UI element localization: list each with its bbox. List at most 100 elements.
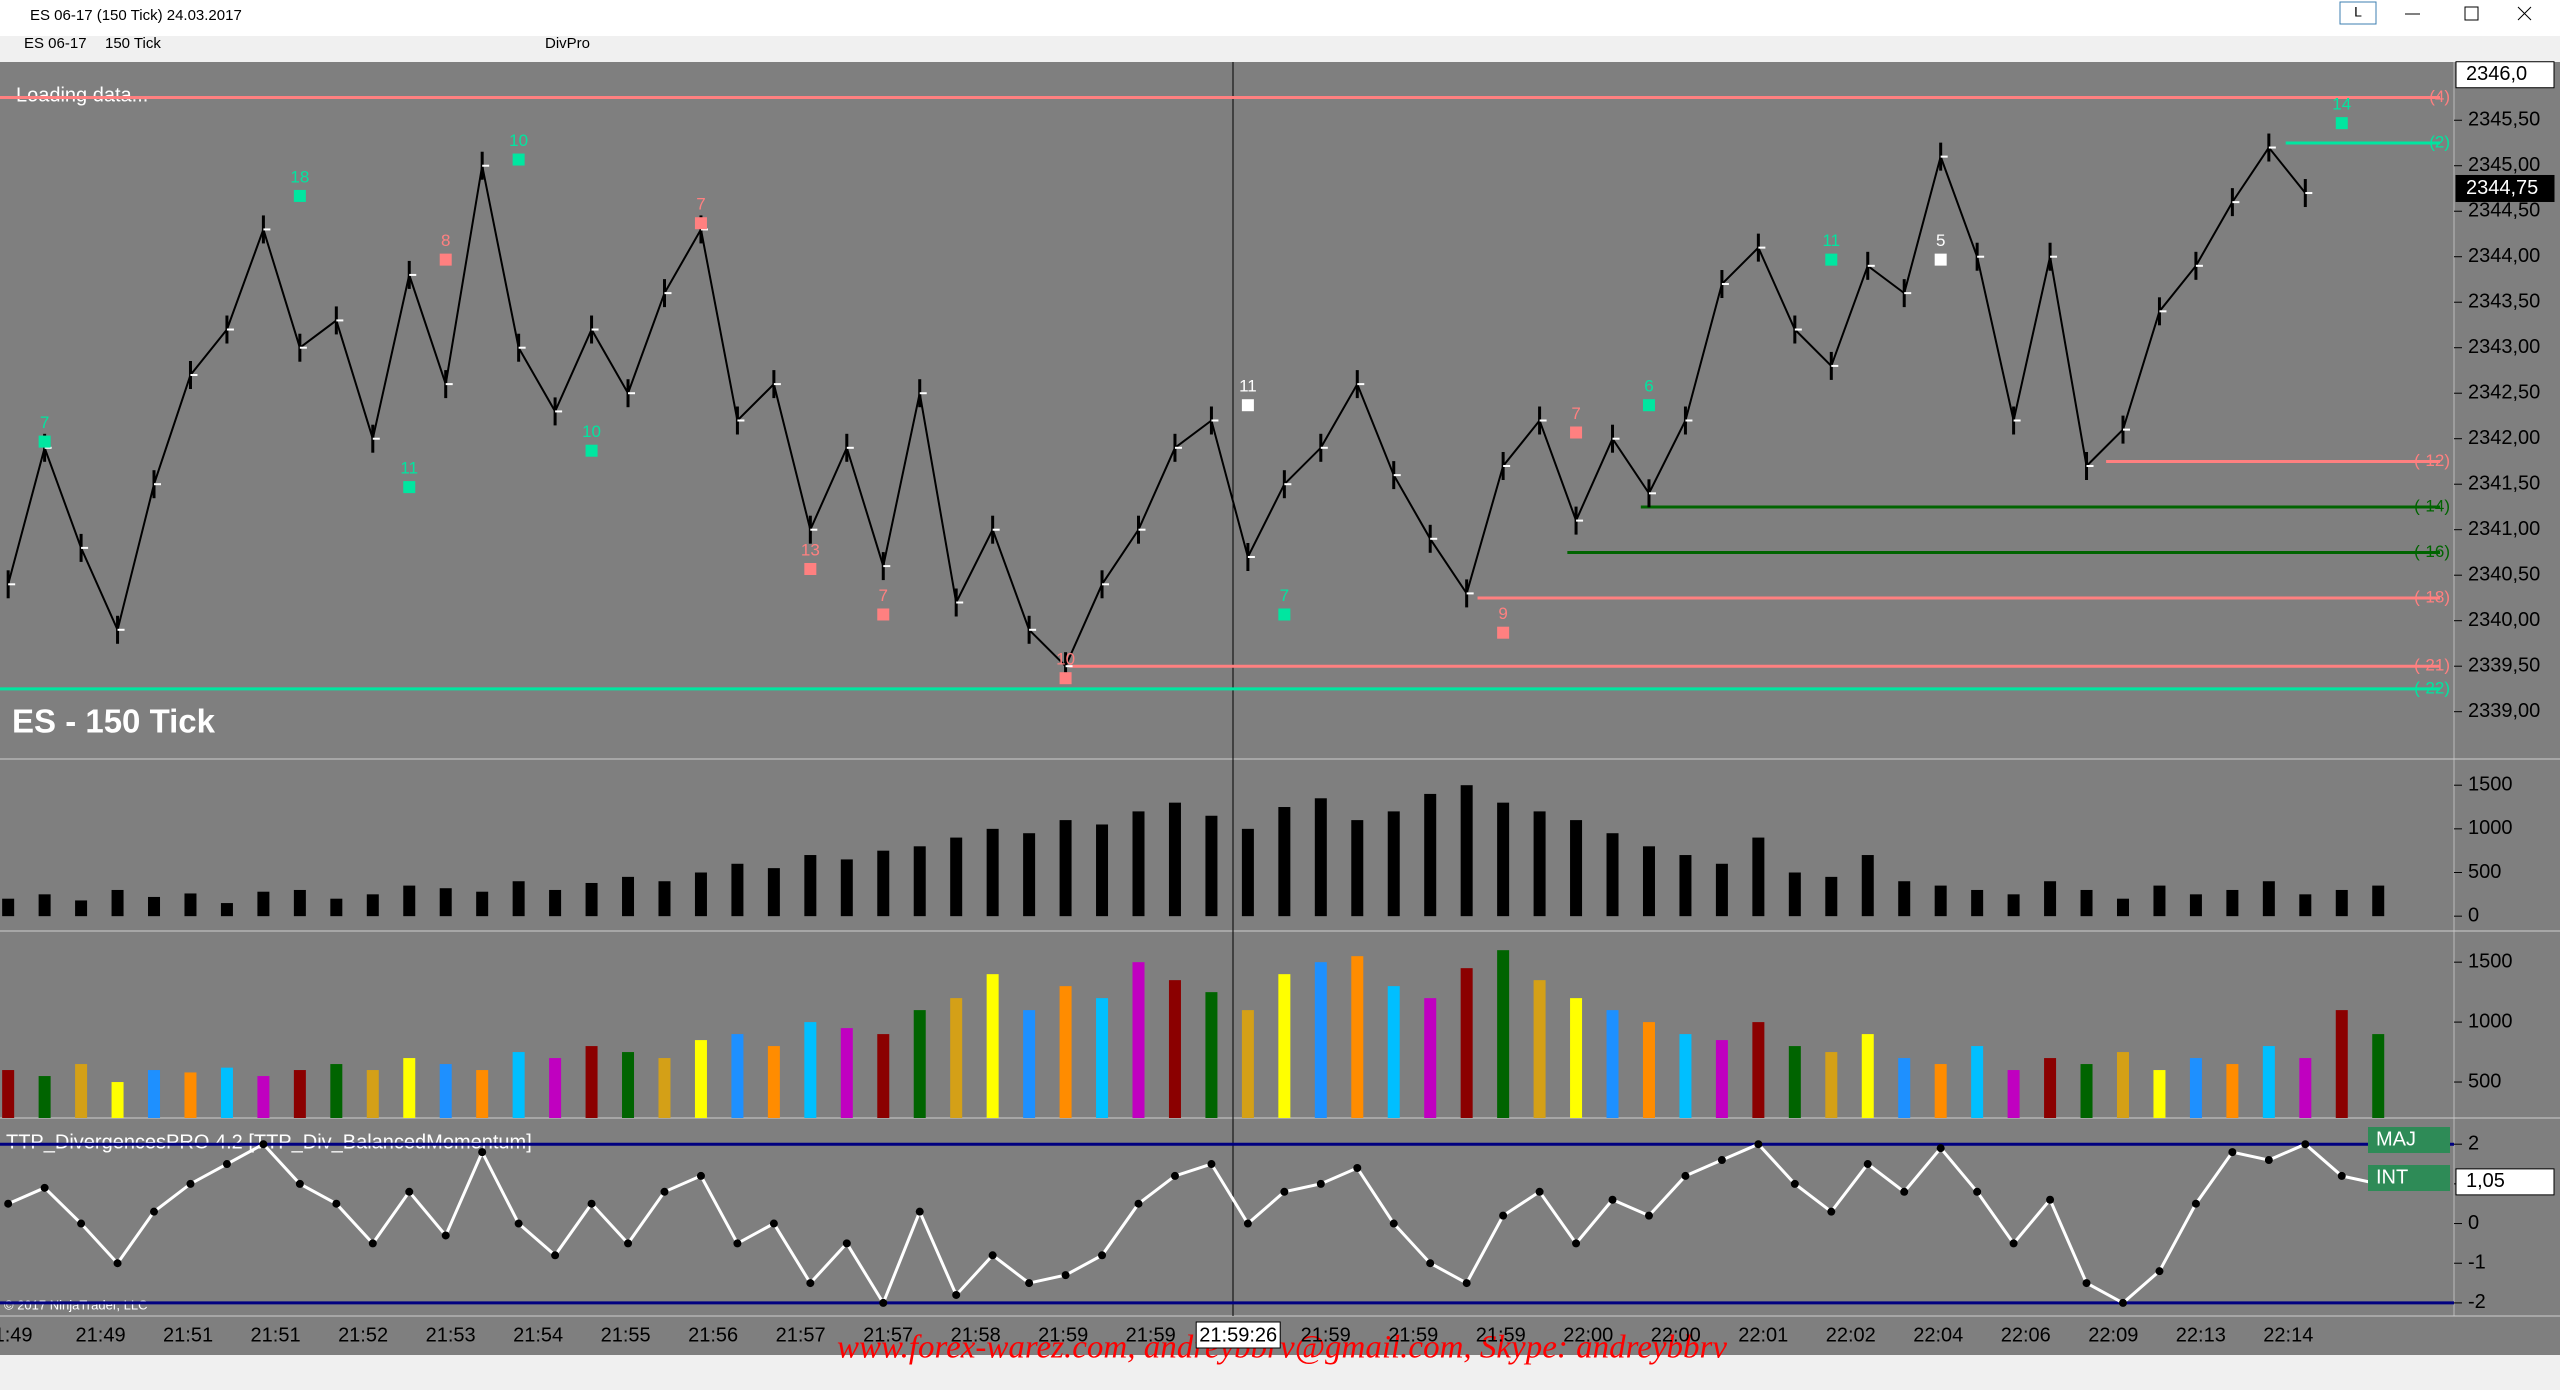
- y-tick-label: 2345,00: [2468, 154, 2540, 176]
- bar: [2080, 889, 2093, 917]
- level-label: (-22): [2414, 678, 2450, 697]
- instrument-select[interactable]: ES 06-17: [24, 35, 87, 52]
- bar: [38, 1076, 51, 1118]
- momentum-last-box: [2455, 1168, 2555, 1196]
- bar: [1971, 1046, 1984, 1118]
- watermark: www.forex-warez.com, andreybbrv@gmail.co…: [837, 1330, 1727, 1366]
- bar: [1642, 846, 1655, 917]
- momentum-dot: [1608, 1195, 1617, 1204]
- bar: [1168, 802, 1181, 917]
- bar: [2226, 889, 2239, 917]
- y-tick-label: 2340,50: [2468, 563, 2540, 585]
- annotation-marker: [512, 153, 525, 166]
- momentum-dot: [2337, 1171, 2346, 1180]
- annotation-marker: [293, 189, 306, 202]
- indicator-button[interactable]: DivPro: [545, 35, 590, 52]
- bar: [622, 1052, 635, 1118]
- annotation-label: 10: [509, 131, 528, 150]
- x-tick-label: 22:06: [2001, 1324, 2051, 1346]
- annotation-marker: [1241, 399, 1254, 412]
- toolbar: [0, 36, 2560, 62]
- annotation-label: 7: [696, 195, 705, 214]
- momentum-dot: [2228, 1148, 2237, 1157]
- momentum-dot: [1572, 1239, 1581, 1248]
- momentum-dot: [1280, 1187, 1289, 1196]
- bar: [1679, 1034, 1692, 1118]
- momentum-dot: [696, 1171, 705, 1180]
- bar: [2335, 1010, 2348, 1118]
- bar: [1132, 962, 1145, 1118]
- bar: [1497, 950, 1510, 1118]
- x-tick-label: 21:59:26: [1199, 1324, 1277, 1346]
- x-tick-label: 22:00: [1563, 1324, 1613, 1346]
- bar: [1424, 793, 1437, 917]
- x-tick-label: 21:56: [688, 1324, 738, 1346]
- momentum-dot: [40, 1183, 49, 1192]
- momentum-dot: [551, 1251, 560, 1260]
- period-select[interactable]: 150 Tick: [105, 35, 161, 52]
- momentum-dot: [2191, 1199, 2200, 1208]
- x-tick-label: 21:51: [251, 1324, 301, 1346]
- bar: [549, 889, 562, 917]
- bar: [1788, 1046, 1801, 1118]
- bar: [2080, 1064, 2093, 1118]
- bar: [840, 859, 853, 917]
- bar: [439, 888, 452, 917]
- momentum-dot: [2301, 1140, 2310, 1149]
- close[interactable]: [2517, 6, 2532, 21]
- bar: [1023, 1010, 1036, 1118]
- x-tick-label: 21:59: [1038, 1324, 1088, 1346]
- annotation-label: 7: [40, 413, 49, 432]
- x-tick-label: 21:51: [163, 1324, 213, 1346]
- bar: [1241, 1010, 1254, 1118]
- account-button[interactable]: [2339, 1, 2377, 25]
- account-label[interactable]: L: [2354, 4, 2362, 20]
- momentum-dot: [1681, 1171, 1690, 1180]
- bar: [2226, 1064, 2239, 1118]
- bar: [1642, 1022, 1655, 1118]
- bar: [111, 889, 124, 917]
- annotation-marker: [877, 608, 890, 621]
- badge: [2368, 1165, 2450, 1191]
- bar: [1606, 833, 1619, 917]
- bar: [330, 898, 343, 917]
- bar: [2372, 1034, 2385, 1118]
- momentum-dot: [1316, 1179, 1325, 1188]
- bar: [1533, 811, 1546, 917]
- level-label: (2): [2429, 132, 2450, 151]
- annotation-label: 11: [1239, 377, 1257, 396]
- bar: [1752, 1022, 1765, 1118]
- x-tick-label: 21:54: [513, 1324, 563, 1346]
- level-label: (-18): [2414, 587, 2450, 606]
- bar: [403, 885, 416, 917]
- momentum-line: [7, 1142, 2379, 1307]
- annotation-marker: [1059, 672, 1072, 685]
- bar: [512, 881, 525, 917]
- momentum-dot: [733, 1239, 742, 1248]
- bar: [585, 882, 598, 917]
- x-tick-label: 22:14: [2263, 1324, 2313, 1346]
- bar: [950, 837, 963, 917]
- momentum-dot: [113, 1259, 122, 1268]
- bar: [476, 1070, 489, 1118]
- momentum-dot: [769, 1219, 778, 1228]
- bar: [2, 898, 15, 917]
- bar: [2189, 894, 2202, 917]
- restore[interactable]: [2464, 6, 2479, 21]
- bar: [38, 894, 51, 917]
- annotation-marker: [1497, 626, 1510, 639]
- bar: [1460, 968, 1473, 1118]
- momentum-dot: [441, 1231, 450, 1240]
- x-tick-label: 21:57: [863, 1324, 913, 1346]
- momentum-dot: [478, 1148, 487, 1157]
- status-text: Loading data...: [16, 84, 148, 106]
- momentum-dot: [332, 1199, 341, 1208]
- bar: [111, 1082, 124, 1118]
- bar: [220, 1067, 233, 1118]
- scrollbar[interactable]: [0, 1355, 2560, 1390]
- y-tick-label: 2345,50: [2468, 109, 2540, 131]
- x-tick-label: 21:53: [426, 1324, 476, 1346]
- bar: [1570, 998, 1583, 1118]
- price-line: [7, 145, 2307, 668]
- momentum-dot: [660, 1187, 669, 1196]
